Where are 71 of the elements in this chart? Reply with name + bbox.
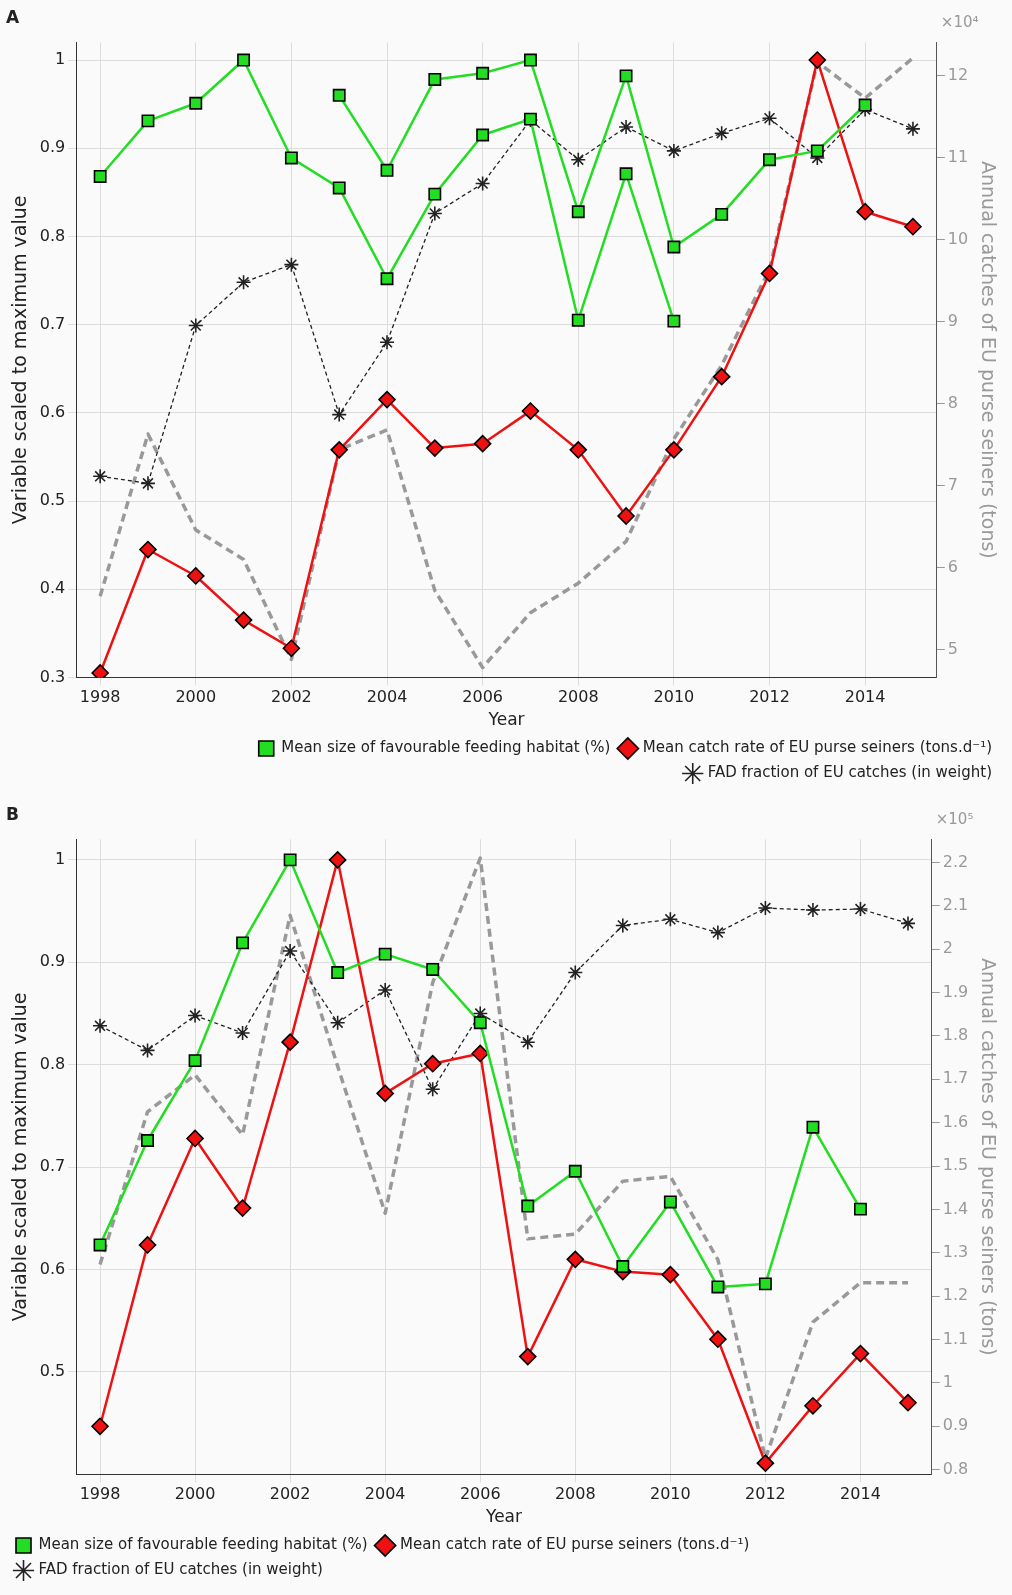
x-axis-title: Year	[485, 1506, 522, 1527]
y-tick-label: 0.7	[39, 1156, 66, 1176]
legend-label: Mean catch rate of EU purse seiners (tons.d⁻¹)	[642, 738, 993, 757]
y2-tick-label: 10	[947, 229, 969, 249]
y2-tick-label: 1.9	[942, 981, 969, 1001]
y2-tick-label: 1.3	[942, 1241, 969, 1261]
y-tick-label: 0.5	[39, 1361, 66, 1381]
y-tick-label: 0.4	[39, 578, 66, 598]
y2-axis-title: Annual catches of EU purse seiners (tons)	[977, 958, 1000, 1356]
x-tick-label: 2004	[366, 687, 408, 707]
legend-label: Mean catch rate of EU purse seiners (tons.d⁻¹)	[400, 1535, 750, 1554]
x-tick-label: 2000	[174, 1484, 216, 1504]
x-tick-label: 2012	[749, 687, 790, 707]
x-tick-label: 2002	[271, 687, 312, 707]
y2-tick-label: 6	[947, 556, 959, 576]
y2-tick-label: 2.1	[942, 894, 969, 914]
x-tick-label: 2008	[554, 1484, 596, 1504]
y2-tick-label: 12	[947, 65, 969, 85]
x-tick-label: 1998	[79, 687, 121, 707]
y-tick-label: 0.5	[39, 490, 66, 510]
y-tick-label: 0.3	[39, 666, 66, 686]
y-axis-title: Variable scaled to maximum value	[8, 992, 31, 1322]
y2-tick-label: 1.2	[942, 1285, 969, 1305]
chart-title: A	[6, 6, 20, 27]
x-tick-label: 2002	[269, 1484, 311, 1504]
y-tick-label: 0.9	[39, 137, 66, 157]
x-tick-label: 2012	[745, 1484, 786, 1504]
y-tick-label: 0.6	[39, 1258, 66, 1278]
x-tick-label: 2010	[653, 687, 695, 707]
legend-label: FAD fraction of EU catches (in weight)	[38, 1560, 323, 1579]
x-tick-label: 1998	[79, 1484, 121, 1504]
y-tick-label: 0.8	[39, 1053, 66, 1073]
x-tick-label: 2014	[844, 687, 886, 707]
y-tick-label: 0.8	[39, 225, 66, 245]
y2-tick-label: 11	[947, 147, 969, 167]
y2-tick-label: 1.8	[942, 1025, 969, 1045]
chart-title: B	[6, 803, 19, 824]
x-tick-label: 2010	[649, 1484, 691, 1504]
x-tick-label: 2004	[364, 1484, 406, 1504]
y2-tick-label: 0.9	[942, 1415, 969, 1435]
y2-tick-label: 1.1	[942, 1328, 969, 1348]
y-tick-label: 1	[55, 849, 66, 869]
x-tick-label: 2000	[175, 687, 217, 707]
legend-label: Mean size of favourable feeding habitat (%)	[38, 1535, 368, 1554]
y2-tick-label: 9	[947, 310, 959, 330]
y-tick-label: 1	[55, 49, 66, 69]
y2-axis-title: Annual catches of EU purse seiners (tons)	[977, 161, 1000, 559]
y-tick-label: 0.6	[39, 401, 66, 421]
x-tick-label: 2006	[462, 687, 503, 707]
y2-tick-label: 0.8	[942, 1458, 969, 1478]
y2-tick-label: 1.7	[942, 1068, 969, 1088]
x-tick-label: 2008	[557, 687, 599, 707]
y-tick-label: 0.7	[39, 313, 66, 333]
legend-label: Mean size of favourable feeding habitat (%)	[281, 738, 611, 757]
y2-tick-label: 8	[947, 392, 959, 412]
x-tick-label: 2014	[840, 1484, 881, 1504]
y2-tick-label: 7	[947, 474, 959, 494]
legend-label: FAD fraction of EU catches (in weight)	[707, 763, 993, 782]
y2-tick-label: 2.2	[942, 851, 969, 871]
y2-tick-label: 2	[942, 938, 953, 958]
y-axis-title: Variable scaled to maximum value	[8, 195, 31, 525]
y2-tick-label: 1.6	[942, 1111, 969, 1131]
y2-tick-label: 1.4	[942, 1198, 969, 1218]
x-axis-title: Year	[487, 709, 525, 730]
x-tick-label: 2006	[459, 1484, 501, 1504]
y-tick-label: 0.9	[39, 951, 66, 971]
y2-tick-label: 1.5	[942, 1155, 969, 1175]
y2-tick-label: 5	[947, 638, 959, 658]
y2-tick-label: 1	[942, 1372, 953, 1392]
text: ×10⁴	[940, 12, 979, 31]
text: ×10⁵	[935, 809, 974, 828]
